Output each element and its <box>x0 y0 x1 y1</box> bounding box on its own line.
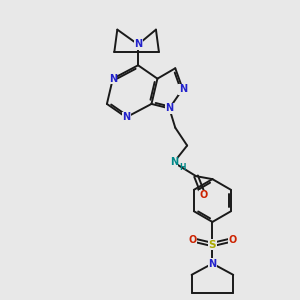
Text: O: O <box>229 235 237 245</box>
Text: O: O <box>188 235 196 245</box>
Text: N: N <box>208 259 217 269</box>
Text: H: H <box>179 163 185 172</box>
Text: O: O <box>200 190 208 200</box>
Text: N: N <box>170 158 178 167</box>
Text: N: N <box>122 112 130 122</box>
Text: N: N <box>165 103 173 113</box>
Text: N: N <box>134 40 142 50</box>
Text: N: N <box>178 84 187 94</box>
Text: S: S <box>209 239 216 250</box>
Text: N: N <box>109 74 117 84</box>
